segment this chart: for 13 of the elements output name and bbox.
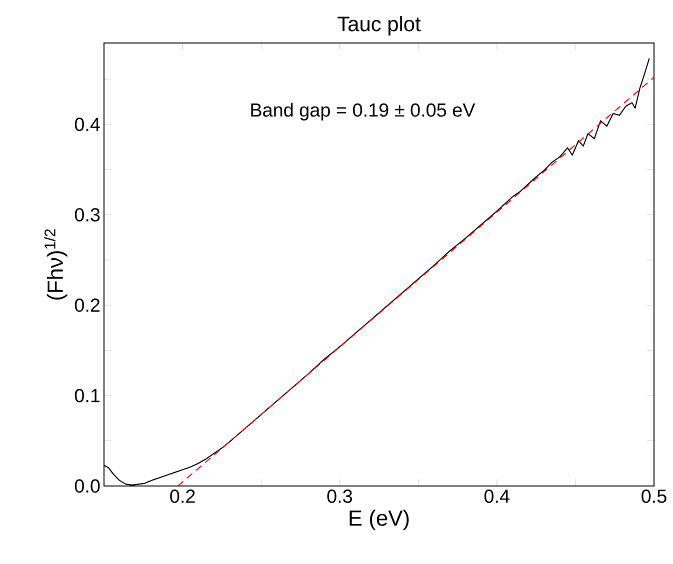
x-tick-label: 0.5 (642, 490, 666, 503)
y-tick-label: 0.2 (74, 298, 100, 312)
y-tick-label: 0.4 (74, 118, 100, 132)
annotation: Band gap = 0.19 ± 0.05 eV (251, 102, 476, 120)
x-axis-title: E (eV) (350, 510, 409, 530)
y-tick-label: 0.1 (74, 388, 100, 402)
y-tick-label: 0.3 (74, 208, 100, 222)
x-tick-label: 0.3 (327, 490, 352, 503)
x-tick-label: 0.2 (170, 490, 195, 503)
x-tick-label: 0.4 (484, 490, 510, 503)
chart-title: Tauc plot (338, 16, 421, 36)
y-axis-title: (Fhν)$^{1/2}$ (44, 229, 68, 300)
y-tick-label: 0.0 (74, 479, 100, 493)
